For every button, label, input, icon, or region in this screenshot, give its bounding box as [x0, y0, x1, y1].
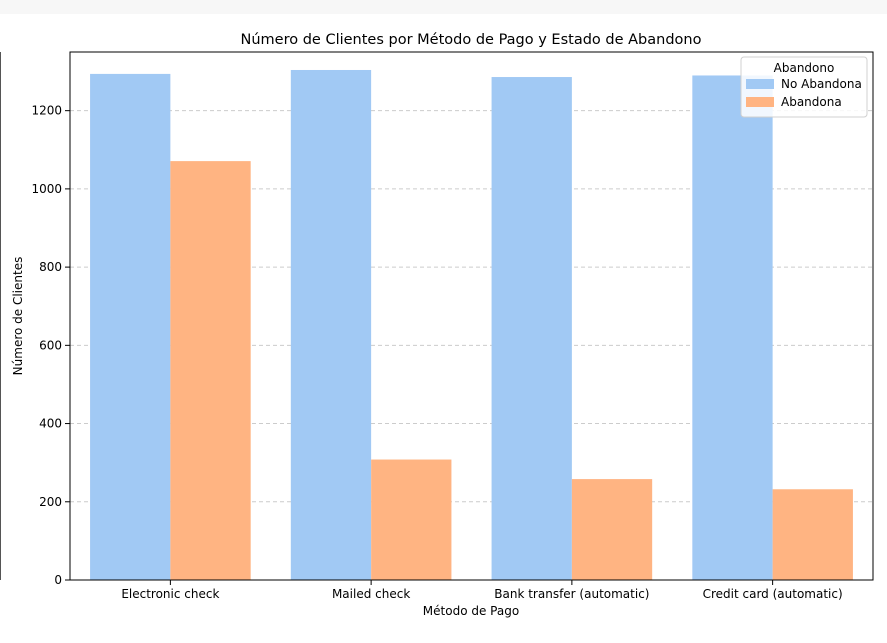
bar-abandona: [170, 161, 251, 580]
bar-no-abandona: [491, 77, 572, 580]
legend-swatch: [746, 79, 774, 89]
legend: Abandono No Abandona Abandona: [740, 56, 868, 118]
bar-no-abandona: [692, 75, 773, 580]
bar-abandona: [772, 489, 853, 580]
x-tick-label: Mailed check: [332, 587, 410, 601]
y-axis-label: Número de Clientes: [11, 257, 25, 376]
axes: [69, 51, 874, 581]
y-ticks: 0 200 400 600 800 1000 1200: [31, 104, 70, 587]
legend-swatch: [746, 97, 774, 107]
y-tick-label: 800: [39, 260, 62, 274]
bar-no-abandona: [290, 69, 372, 580]
bars: [90, 69, 853, 580]
x-tick-label: Bank transfer (automatic): [494, 587, 649, 601]
chart-title: Número de Clientes por Método de Pago y …: [241, 32, 702, 48]
x-tick-label: Credit card (automatic): [703, 587, 843, 601]
bar-abandona: [571, 479, 653, 580]
x-ticks: Electronic check Mailed check Bank transfe…: [121, 580, 843, 601]
y-tick-label: 1200: [31, 104, 62, 118]
bar-abandona: [371, 459, 452, 580]
bar-no-abandona: [90, 73, 171, 580]
y-tick-label: 0: [54, 573, 62, 587]
legend-entry-label: Abandona: [781, 95, 842, 109]
y-tick-label: 400: [39, 417, 62, 431]
legend-title: Abandono: [774, 61, 835, 75]
top-strip: [0, 0, 887, 14]
x-tick-label: Electronic check: [121, 587, 219, 601]
left-edge-line: [0, 52, 1, 580]
legend-entry-label: No Abandona: [781, 77, 862, 91]
plot-frame: [69, 51, 874, 581]
y-tick-label: 200: [39, 495, 62, 509]
y-tick-label: 600: [39, 338, 62, 352]
x-axis-label: Método de Pago: [423, 604, 519, 618]
y-tick-label: 1000: [31, 182, 62, 196]
